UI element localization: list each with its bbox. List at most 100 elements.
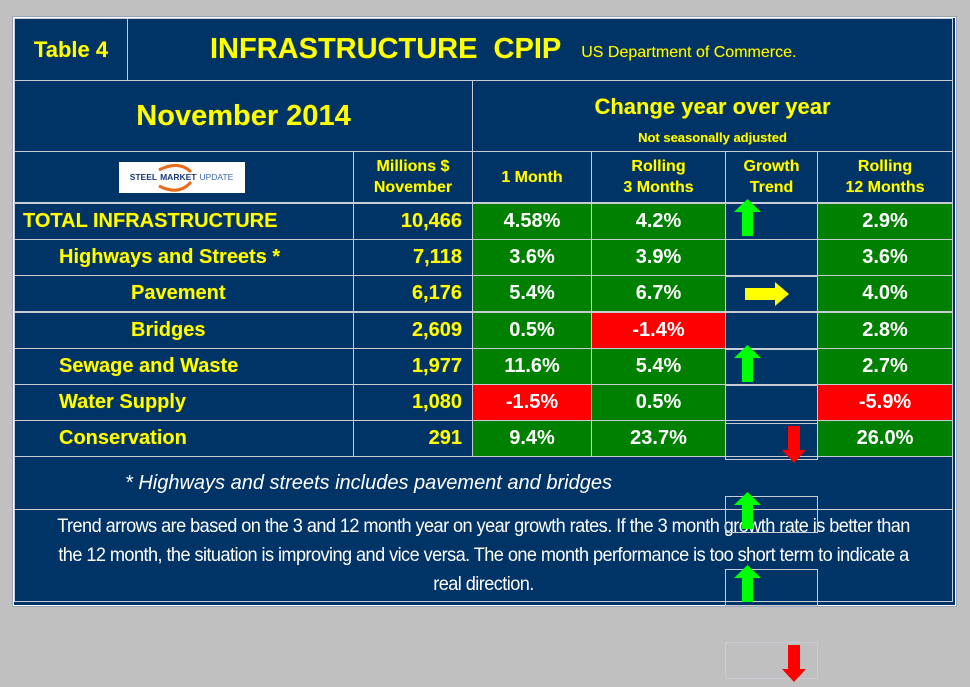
one-month-cell: 9.4% — [472, 420, 592, 457]
millions-value: 6,176 — [411, 282, 462, 304]
millions-value: 1,977 — [411, 355, 462, 377]
trend-up-arrow-icon — [734, 492, 761, 534]
rolling3-cell: 3.9% — [591, 239, 726, 276]
row-label: Highways and Streets * — [59, 246, 281, 268]
rolling3-value: 5.4% — [635, 355, 682, 377]
rolling12-value: 2.7% — [862, 355, 908, 377]
one-month-cell: 11.6% — [472, 348, 592, 385]
one-month-value: 4.58% — [503, 210, 561, 232]
one-month-cell: 4.58% — [472, 203, 592, 240]
trend-up-arrow-icon — [734, 199, 761, 241]
rolling3-value: -1.4% — [632, 319, 685, 341]
one-month-value: 5.4% — [509, 282, 555, 304]
logo-cell: STEEL MARKET UPDATE — [14, 151, 354, 203]
col-header-rolling3-line1: Rolling — [631, 158, 686, 175]
rolling12-value: -5.9% — [858, 391, 912, 413]
period-label: November 2014 — [136, 99, 351, 132]
millions-value: 7,118 — [413, 246, 462, 268]
rolling12-cell: -5.9% — [817, 384, 953, 421]
col-header-rolling12: Rolling 12 Months — [817, 151, 953, 203]
change-header-cell: Change year over year Not seasonally adj… — [472, 80, 953, 152]
rolling3-value: 4.2% — [635, 210, 682, 232]
row-label-cell: TOTAL INFRASTRUCTURE — [14, 203, 354, 240]
rolling12-value: 2.8% — [862, 319, 908, 341]
trend-cell — [725, 642, 818, 682]
rolling3-cell: 0.5% — [591, 384, 726, 421]
millions-cell: 1,977 — [353, 348, 473, 385]
trend-cell — [725, 565, 818, 606]
one-month-cell: 0.5% — [472, 312, 592, 349]
millions-cell: 7,118 — [353, 239, 473, 276]
rolling12-cell: 2.7% — [817, 348, 953, 385]
trend-up-arrow-icon — [734, 345, 761, 387]
trend-cell — [725, 276, 818, 313]
rolling3-value: 23.7% — [630, 427, 687, 449]
rolling12-value: 3.6% — [862, 246, 908, 268]
one-month-value: 0.5% — [509, 319, 555, 341]
row-label-cell: Pavement — [14, 275, 354, 312]
footnote: * Highways and streets includes pavement… — [125, 471, 612, 494]
steel-market-update-logo: STEEL MARKET UPDATE — [118, 161, 245, 193]
rolling12-cell: 26.0% — [817, 420, 953, 457]
col-header-one-month: 1 Month — [472, 151, 592, 203]
col-header-trend-line1: Growth — [743, 158, 800, 175]
logo-steel: STEEL — [129, 172, 158, 182]
rolling3-value: 3.9% — [635, 246, 682, 268]
millions-cell: 2,609 — [353, 312, 473, 349]
source-label: US Department of Commerce. — [581, 43, 797, 61]
rolling12-value: 4.0% — [862, 282, 908, 304]
trend-cell-bg — [725, 312, 818, 349]
rolling12-cell: 4.0% — [817, 275, 953, 312]
row-label-cell: Sewage and Waste — [14, 348, 354, 385]
table-label-cell: Table 4 — [14, 18, 128, 81]
row-label: Sewage and Waste — [59, 355, 239, 377]
change-subtitle: Not seasonally adjusted — [638, 130, 787, 145]
rolling3-cell: 5.4% — [591, 348, 726, 385]
col-header-trend: Growth Trend — [725, 151, 818, 203]
trend-cell — [725, 423, 818, 463]
rolling12-value: 26.0% — [856, 427, 914, 449]
trend-up-arrow-icon — [734, 565, 761, 607]
one-month-value: 9.4% — [509, 427, 555, 449]
trend-cell — [725, 345, 818, 386]
col-header-millions-line1: Millions $ — [376, 158, 450, 175]
one-month-cell: 3.6% — [472, 239, 592, 276]
title-cell: INFRASTRUCTURE CPIP US Department of Com… — [127, 18, 953, 81]
row-label: Pavement — [131, 282, 226, 304]
row-label-cell: Highways and Streets * — [14, 239, 354, 276]
trend-down-arrow-icon — [782, 645, 806, 687]
row-label: Water Supply — [59, 391, 187, 413]
row-label: TOTAL INFRASTRUCTURE — [23, 210, 278, 232]
col-header-one-month-label: 1 Month — [501, 168, 563, 186]
footnote-cell: * Highways and streets includes pavement… — [14, 456, 953, 510]
millions-value: 10,466 — [400, 210, 462, 232]
rolling3-value: 0.5% — [635, 391, 682, 413]
change-title: Change year over year — [594, 94, 831, 119]
one-month-value: 3.6% — [509, 246, 555, 268]
col-header-rolling12-line2: 12 Months — [845, 179, 925, 196]
rolling3-value: 6.7% — [635, 282, 682, 304]
one-month-value: 11.6% — [504, 355, 560, 377]
trend-cell-bg — [725, 384, 818, 421]
explanation-cell: Trend arrows are based on the 3 and 12 m… — [14, 509, 953, 602]
millions-value: 291 — [428, 427, 462, 449]
rolling3-cell: 23.7% — [591, 420, 726, 457]
one-month-value: -1.5% — [505, 391, 559, 413]
rolling3-cell: 4.2% — [591, 203, 726, 240]
col-header-rolling3-line2: 3 Months — [623, 179, 694, 196]
col-header-millions: Millions $ November — [353, 151, 473, 203]
millions-cell: 10,466 — [353, 203, 473, 240]
millions-value: 1,080 — [411, 391, 462, 413]
rolling3-cell: -1.4% — [591, 312, 726, 349]
page-title: INFRASTRUCTURE CPIP — [210, 33, 562, 65]
logo-update: UPDATE — [199, 172, 234, 182]
col-header-rolling3: Rolling 3 Months — [591, 151, 726, 203]
explanation-text: Trend arrows are based on the 3 and 12 m… — [57, 515, 910, 595]
trend-cell — [725, 199, 818, 240]
rolling12-value: 2.9% — [862, 210, 908, 232]
rolling12-cell: 2.8% — [817, 312, 953, 349]
row-label: Bridges — [131, 319, 206, 341]
col-header-millions-line2: November — [373, 179, 453, 196]
row-label-cell: Water Supply — [14, 384, 354, 421]
